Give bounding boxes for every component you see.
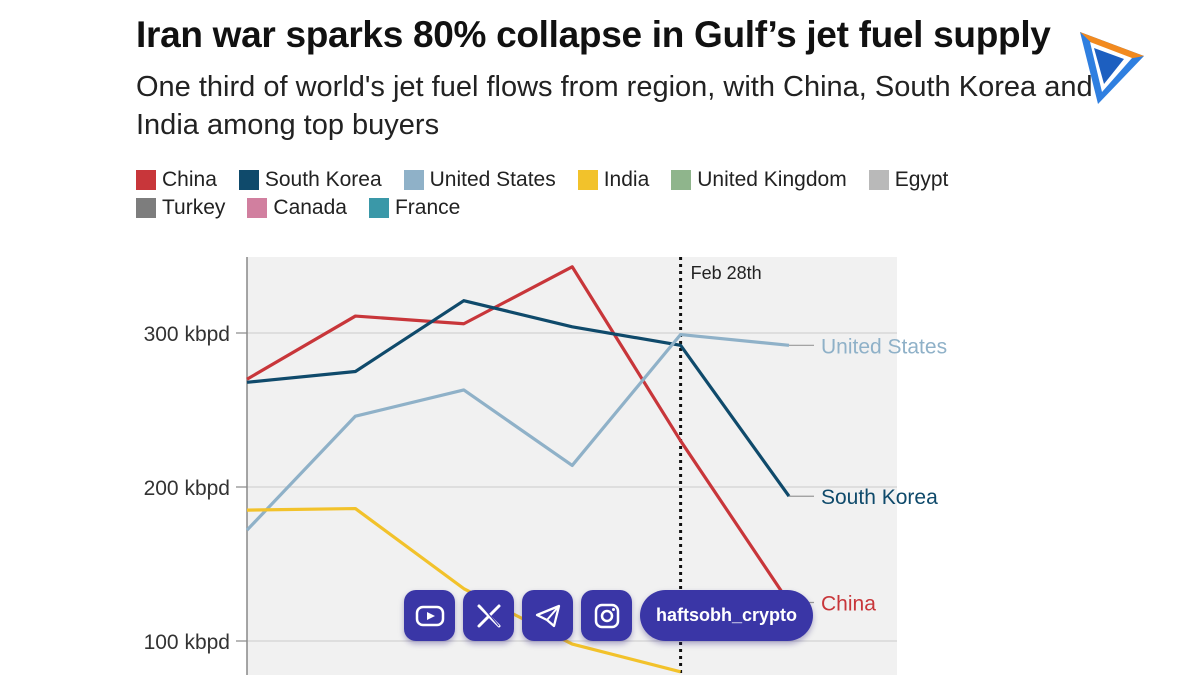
x-icon [477,604,500,627]
legend-swatch [238,170,259,190]
legend-item-united-states: United States [403,168,556,192]
legend-swatch [136,198,156,218]
y-tick-label: 300 kbpd [144,323,230,346]
legend-label: United States [429,168,556,191]
legend-item-china: China [136,168,217,192]
social-handle-button[interactable]: haftsobh_crypto [640,590,814,641]
legend-swatch [577,170,598,190]
telegram-icon [535,604,560,627]
brand-logo-icon [1080,32,1144,104]
legend-swatch [136,170,156,190]
legend-swatch [368,198,389,218]
legend-swatch [868,170,889,190]
series-line-united-states [245,332,790,532]
end-label: China [821,593,876,616]
end-label: South Korea [821,486,938,509]
legend-item-france: France [368,196,461,220]
legend-item-south-korea: South Korea [238,168,382,192]
legend-label: China [162,168,217,191]
legend-label: Canada [273,196,347,219]
series-line-india [246,506,681,674]
legend-label: South Korea [264,168,382,191]
chart-title: Iran war sparks 80% collapse in Gulf’s j… [136,14,1051,55]
series-line-south-korea [246,299,791,498]
legend-swatch [247,198,268,218]
series-line-china [246,265,791,604]
instagram-icon [594,603,619,628]
legend-item-egypt: Egypt [868,168,949,192]
legend-item-india: India [577,168,650,192]
legend-label: France [394,196,461,219]
telegram-button[interactable] [522,590,573,641]
y-tick-label: 100 kbpd [144,631,230,654]
social-handle: haftsobh_crypto [656,605,798,625]
youtube-button[interactable] [404,590,455,641]
chart-subtitle: One third of world's jet fuel flows from… [136,71,1093,141]
y-tick-label: 200 kbpd [144,477,230,500]
social-overlay: haftsobh_crypto [404,590,814,641]
annotation-label: Feb 28th [691,263,762,283]
legend-label: Turkey [162,196,226,219]
end-label: United States [821,335,947,358]
legend: China South Korea United States India Un… [136,168,1036,220]
legend-label: United Kingdom [697,168,847,191]
x-button[interactable] [463,590,514,641]
legend-label: India [603,168,650,191]
legend-item-united-kingdom: United Kingdom [671,168,847,192]
legend-swatch [671,170,692,190]
legend-swatch [403,170,424,190]
legend-label: Egypt [894,168,949,191]
legend-item-turkey: Turkey [136,196,225,220]
instagram-button[interactable] [581,590,632,641]
youtube-icon [415,605,444,626]
legend-item-canada: Canada [247,196,347,220]
